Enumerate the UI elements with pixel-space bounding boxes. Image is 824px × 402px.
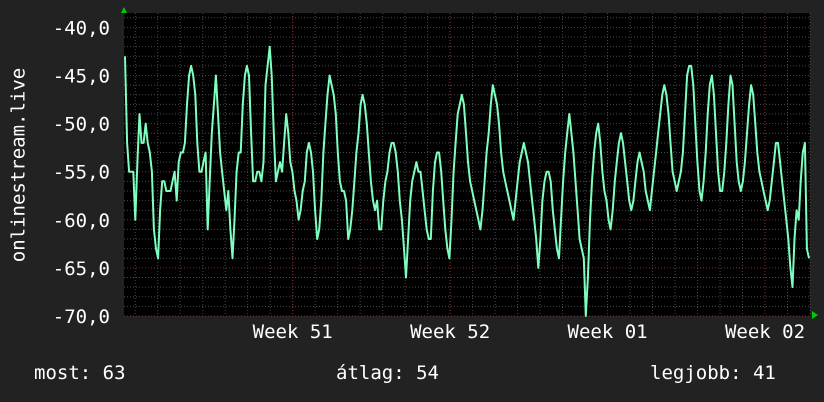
y-tick-label: -70,0	[53, 306, 110, 328]
x-axis-ticks: Week 51 Week 52 Week 01 Week 02	[253, 321, 805, 343]
y-tick-label: -45,0	[53, 66, 110, 88]
y-axis-title: onlinestream.live	[8, 68, 30, 262]
x-axis-arrow	[812, 311, 818, 319]
x-tick-label: Week 51	[253, 321, 333, 343]
y-axis-arrow	[121, 7, 127, 13]
y-tick-label: -60,0	[53, 210, 110, 232]
plot-area	[124, 13, 810, 316]
chart: -40,0 -45,0 -50,0 -55,0 -60,0 -65,0 -70,0 Week…	[8, 7, 818, 343]
y-tick-label: -50,0	[53, 114, 110, 136]
best-value: legjobb: 41	[650, 362, 776, 384]
current-value: most: 63	[34, 362, 126, 384]
y-tick-label: -55,0	[53, 162, 110, 184]
y-tick-label: -40,0	[53, 17, 110, 39]
x-tick-label: Week 52	[410, 321, 490, 343]
grid	[124, 13, 811, 317]
average-value: átlag: 54	[336, 362, 439, 384]
x-tick-label: Week 02	[725, 321, 805, 343]
series	[124, 45, 810, 317]
y-axis-ticks: -40,0 -45,0 -50,0 -55,0 -60,0 -65,0 -70,0	[53, 17, 110, 328]
series-line	[124, 45, 810, 317]
x-tick-label: Week 01	[568, 321, 648, 343]
y-tick-label: -65,0	[53, 258, 110, 280]
